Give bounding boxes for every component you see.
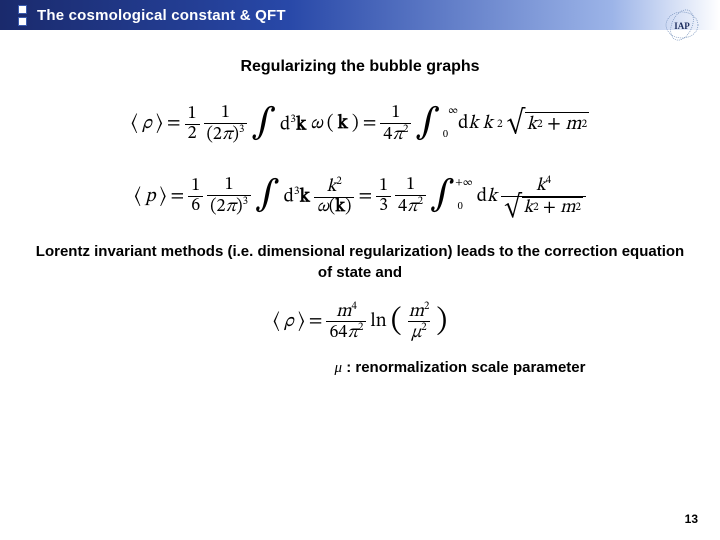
page-number: 13 xyxy=(685,512,698,526)
mu-parameter-note: μ : renormalization scale parameter xyxy=(0,359,720,377)
body-text-dimreg: Lorentz invariant methods (i.e. dimensio… xyxy=(0,241,720,283)
iap-logo: IAP xyxy=(662,8,702,42)
header-bullet-decor xyxy=(18,5,27,26)
slide-header: The cosmological constant & QFT xyxy=(0,0,720,30)
equation-p: ⟨p⟩ = 16 1(2π)3 ∫ d3k k2ω(k) = 13 14π2 ∫… xyxy=(0,175,720,219)
svg-text:IAP: IAP xyxy=(674,21,690,31)
equation-rho-result: ⟨ρ⟩ = m464π2 ln ( m2μ2 ) xyxy=(0,301,720,344)
section-subtitle: Regularizing the bubble graphs xyxy=(0,58,720,76)
slide-title: The cosmological constant & QFT xyxy=(37,7,286,24)
equation-rho: ⟨ρ⟩ = 12 1(2π)3 ∫ d3k ω(k) = 14π2 ∫∞0 dk… xyxy=(0,104,720,145)
